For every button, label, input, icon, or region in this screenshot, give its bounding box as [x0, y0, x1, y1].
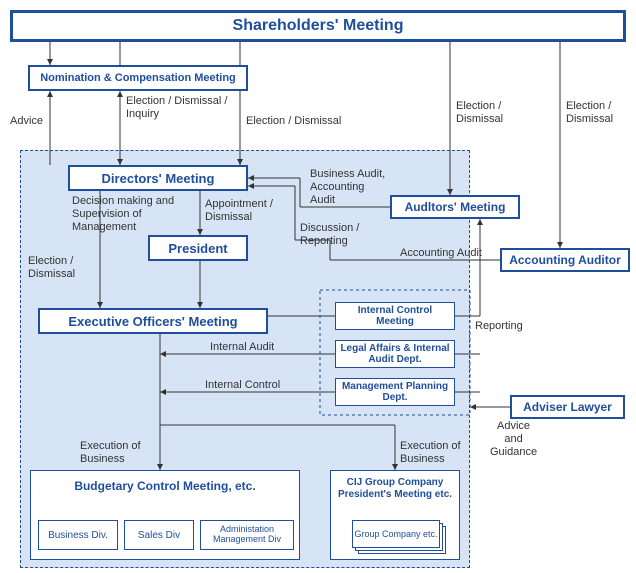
business-div: Business Div.	[38, 520, 118, 550]
sales-div: Sales Div	[124, 520, 194, 550]
label-advice-guidance: Advice and Guidance	[490, 420, 537, 460]
label-execution2: Execution of Business	[400, 440, 461, 466]
business-div-label: Business Div.	[48, 530, 108, 541]
label-discussion: Discussion / Reporting	[300, 222, 359, 248]
label-decision: Decision making and Supervision of Manag…	[72, 195, 174, 235]
label-reporting: Reporting	[475, 320, 523, 333]
president: President	[148, 235, 248, 261]
label-election2: Election / Dismissal	[456, 100, 503, 126]
admin-div-label: Administation Management Div	[205, 525, 289, 545]
group-company-stack: Group Company etc.	[352, 520, 440, 548]
admin-div: Administation Management Div	[200, 520, 294, 550]
adviser-lawyer: Adviser Lawyer	[510, 395, 625, 419]
nomination-meeting: Nomination & Compensation Meeting	[28, 65, 248, 91]
label-advice: Advice	[10, 115, 43, 128]
executive-label: Executive Officers' Meeting	[68, 314, 237, 329]
directors-meeting: Directors' Meeting	[68, 165, 248, 191]
shareholders-label: Shareholders' Meeting	[233, 17, 404, 35]
president-label: President	[168, 241, 227, 256]
executive-officers-meeting: Executive Officers' Meeting	[38, 308, 268, 334]
label-execution1: Execution of Business	[80, 440, 141, 466]
accounting-auditor: Accounting Auditor	[500, 248, 630, 272]
label-business-audit: Business Audit, Accounting Audit	[310, 168, 385, 208]
label-election4: Election / Dismissal	[28, 255, 75, 281]
label-appointment: Appointment / Dismissal	[205, 198, 273, 224]
shareholders-meeting: Shareholders' Meeting	[10, 10, 626, 42]
auditors-meeting: Audltors' Meeting	[390, 195, 520, 219]
accounting-label: Accounting Auditor	[509, 253, 621, 267]
label-internal-control: Internal Control	[205, 379, 280, 392]
legal-affairs-label: Legal Affairs & Internal Audit Dept.	[340, 343, 450, 365]
management-planning-label: Management Planning Dept.	[340, 381, 450, 403]
label-election1: Election / Dismissal	[246, 115, 341, 128]
label-internal-audit: Internal Audit	[210, 341, 274, 354]
cij-label: CIJ Group Company President's Meeting et…	[335, 477, 455, 501]
adviser-label: Adviser Lawyer	[523, 400, 612, 414]
auditors-label: Audltors' Meeting	[405, 200, 506, 214]
legal-affairs-dept: Legal Affairs & Internal Audit Dept.	[335, 340, 455, 368]
label-election3: Election / Dismissal	[566, 100, 613, 126]
management-planning-dept: Management Planning Dept.	[335, 378, 455, 406]
sales-div-label: Sales Div	[138, 530, 180, 541]
directors-label: Directors' Meeting	[102, 171, 215, 186]
budgetary-label: Budgetary Control Meeting, etc.	[74, 479, 255, 493]
internal-control-label: Internal Control Meeting	[340, 305, 450, 327]
nomination-label: Nomination & Compensation Meeting	[40, 72, 236, 84]
group-company-label: Group Company etc.	[354, 529, 437, 539]
internal-control-meeting: Internal Control Meeting	[335, 302, 455, 330]
label-accounting-audit: Accounting Audit	[400, 247, 482, 260]
label-election-inquiry: Election / Dismissal / Inquiry	[126, 95, 227, 121]
